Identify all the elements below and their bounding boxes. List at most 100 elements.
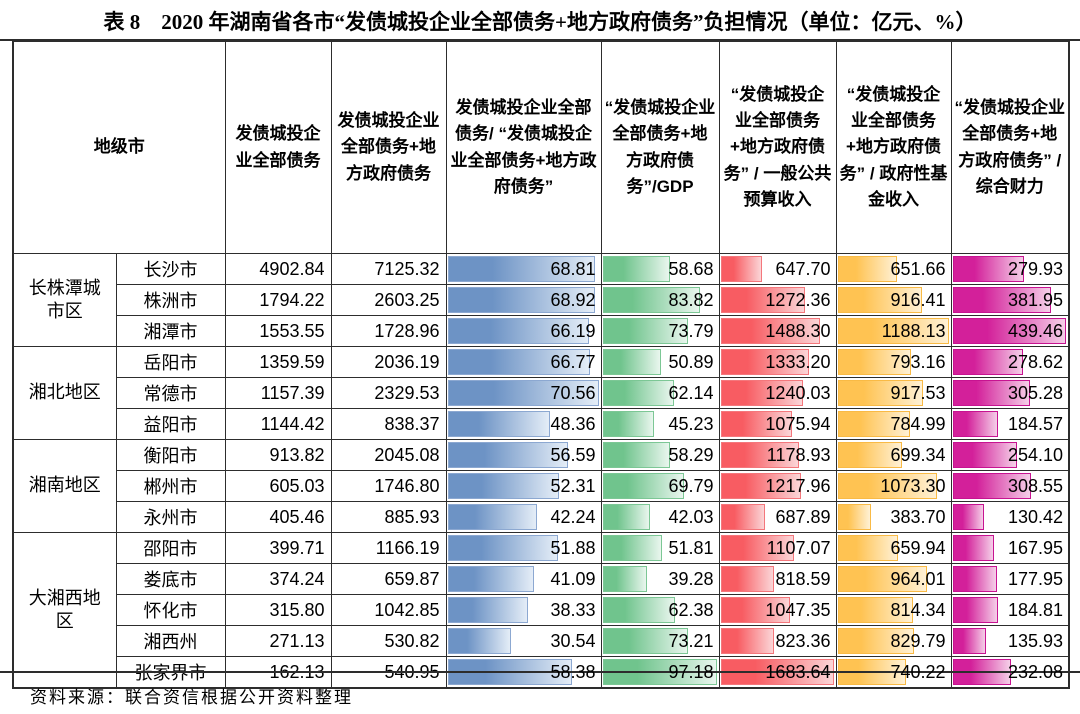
- green-data-bar: [602, 504, 651, 530]
- bar-value: 41.09: [550, 569, 596, 589]
- bar-value: 699.34: [890, 445, 946, 465]
- red-data-bar: [720, 504, 765, 530]
- databar-cell: 1073.30: [835, 470, 952, 502]
- value-cell: 913.82: [224, 439, 332, 471]
- table-row: 大湘西地区 邵阳市 399.71 1166.19 51.88 51.81 1107.07 65…: [12, 532, 1070, 689]
- databar-cell: 62.14: [600, 377, 720, 409]
- city-cell: 永州市: [115, 501, 226, 533]
- bar-value: 964.01: [890, 569, 946, 589]
- databar-cell: 659.94: [835, 532, 952, 564]
- city-cell: 娄底市: [115, 563, 226, 595]
- green-data-bar: [602, 256, 671, 282]
- source-note: 资料来源：联合资信根据公开资料整理: [30, 688, 353, 707]
- bar-value: 740.22: [890, 662, 946, 682]
- bar-value: 647.70: [775, 259, 831, 279]
- databar-cell: 41.09: [445, 563, 602, 595]
- red-data-bar: [720, 597, 790, 623]
- bar-value: 814.34: [890, 600, 946, 620]
- table-row: 湘南地区 衡阳市 913.82 2045.08 56.59 58.29 1178.93 699…: [12, 439, 1070, 533]
- column-header-region-city: 地级市: [12, 40, 226, 254]
- table-row: 常德市 1157.39 2329.53 70.56 62.14 1240.03 917.53…: [13, 377, 1070, 409]
- databar-cell: 52.31: [445, 470, 602, 502]
- value-cell: 1359.59: [224, 346, 332, 378]
- blue-data-bar: [447, 473, 559, 499]
- bar-value: 51.81: [668, 538, 714, 558]
- databar-cell: 784.99: [835, 408, 952, 440]
- bar-value: 1073.30: [880, 476, 946, 496]
- databar-cell: 167.95: [950, 532, 1070, 564]
- bar-value: 39.28: [668, 569, 714, 589]
- databar-cell: 58.38: [445, 656, 602, 689]
- magenta-data-bar: [952, 628, 986, 654]
- table-row: 郴州市 605.03 1746.80 52.31 69.79 1217.96 1073.30…: [13, 470, 1070, 502]
- databar-cell: 184.81: [950, 594, 1070, 626]
- value-cell: 605.03: [224, 470, 332, 502]
- bar-value: 1188.13: [881, 321, 946, 341]
- databar-cell: 69.79: [600, 470, 720, 502]
- bar-value: 1683.64: [765, 662, 831, 682]
- column-header-gdp-ratio: “发债城投企业全部债务+地方政府债务”/GDP: [600, 40, 720, 254]
- bar-value: 917.53: [890, 383, 946, 403]
- orange-data-bar: [837, 566, 927, 592]
- orange-data-bar: [837, 535, 898, 561]
- column-header-budget-revenue-ratio: “发债城投企业全部债务+地方政府债务” / 一般公共预算收入: [718, 40, 837, 254]
- orange-data-bar: [837, 411, 910, 437]
- bar-value: 651.66: [890, 259, 946, 279]
- bar-value: 66.19: [550, 321, 596, 341]
- value-cell: 1728.96: [330, 315, 447, 347]
- bar-value: 254.10: [1007, 445, 1063, 465]
- value-cell: 2045.08: [330, 439, 447, 471]
- databar-cell: 45.23: [600, 408, 720, 440]
- bar-value: 184.57: [1007, 414, 1063, 434]
- green-data-bar: [602, 318, 689, 344]
- red-data-bar: [720, 287, 806, 313]
- bar-value: 1217.96: [765, 476, 831, 496]
- databar-cell: 73.79: [600, 315, 720, 347]
- bar-value: 823.36: [775, 631, 831, 651]
- bar-value: 62.38: [668, 600, 714, 620]
- databar-cell: 50.89: [600, 346, 720, 378]
- value-cell: 530.82: [330, 625, 447, 657]
- databar-cell: 740.22: [835, 656, 952, 689]
- green-data-bar: [602, 473, 684, 499]
- region-group-cell: 大湘西地区: [12, 532, 117, 689]
- bar-value: 66.77: [550, 352, 596, 372]
- city-cell: 长沙市: [115, 253, 226, 285]
- databar-cell: 1240.03: [718, 377, 837, 409]
- databar-cell: 1188.13: [835, 315, 952, 347]
- value-cell: 315.80: [224, 594, 332, 626]
- databar-cell: 439.46: [950, 315, 1070, 347]
- databar-cell: 62.38: [600, 594, 720, 626]
- value-cell: 399.71: [224, 532, 332, 564]
- magenta-data-bar: [952, 256, 1024, 282]
- databar-cell: 254.10: [950, 439, 1070, 471]
- bar-value: 659.94: [890, 538, 946, 558]
- bar-value: 916.41: [890, 290, 946, 310]
- magenta-data-bar: [952, 411, 999, 437]
- city-cell: 怀化市: [115, 594, 226, 626]
- table-row: 湘潭市 1553.55 1728.96 66.19 73.79 1488.30 1188.1…: [13, 315, 1070, 347]
- databar-cell: 1075.94: [718, 408, 837, 440]
- databar-cell: 383.70: [835, 501, 952, 533]
- databar-cell: 30.54: [445, 625, 602, 657]
- red-data-bar: [720, 535, 794, 561]
- orange-data-bar: [837, 504, 872, 530]
- value-cell: 7125.32: [330, 253, 447, 285]
- bar-value: 97.18: [668, 662, 714, 682]
- table-bottom-border: [0, 671, 1080, 673]
- databar-cell: 130.42: [950, 501, 1070, 533]
- value-cell: 405.46: [224, 501, 332, 533]
- bar-value: 51.88: [550, 538, 596, 558]
- databar-cell: 97.18: [600, 656, 720, 689]
- value-cell: 271.13: [224, 625, 332, 657]
- bar-value: 381.95: [1007, 290, 1063, 310]
- magenta-data-bar: [952, 473, 1032, 499]
- bar-value: 38.33: [550, 600, 596, 620]
- magenta-data-bar: [952, 287, 1051, 313]
- column-header-gov-fund-revenue-ratio: “发债城投企业全部债务+地方政府债务” / 政府性基金收入: [835, 40, 952, 254]
- bar-value: 58.29: [668, 445, 714, 465]
- value-cell: 659.87: [330, 563, 447, 595]
- databar-cell: 39.28: [600, 563, 720, 595]
- bar-value: 1272.36: [765, 290, 831, 310]
- databar-cell: 814.34: [835, 594, 952, 626]
